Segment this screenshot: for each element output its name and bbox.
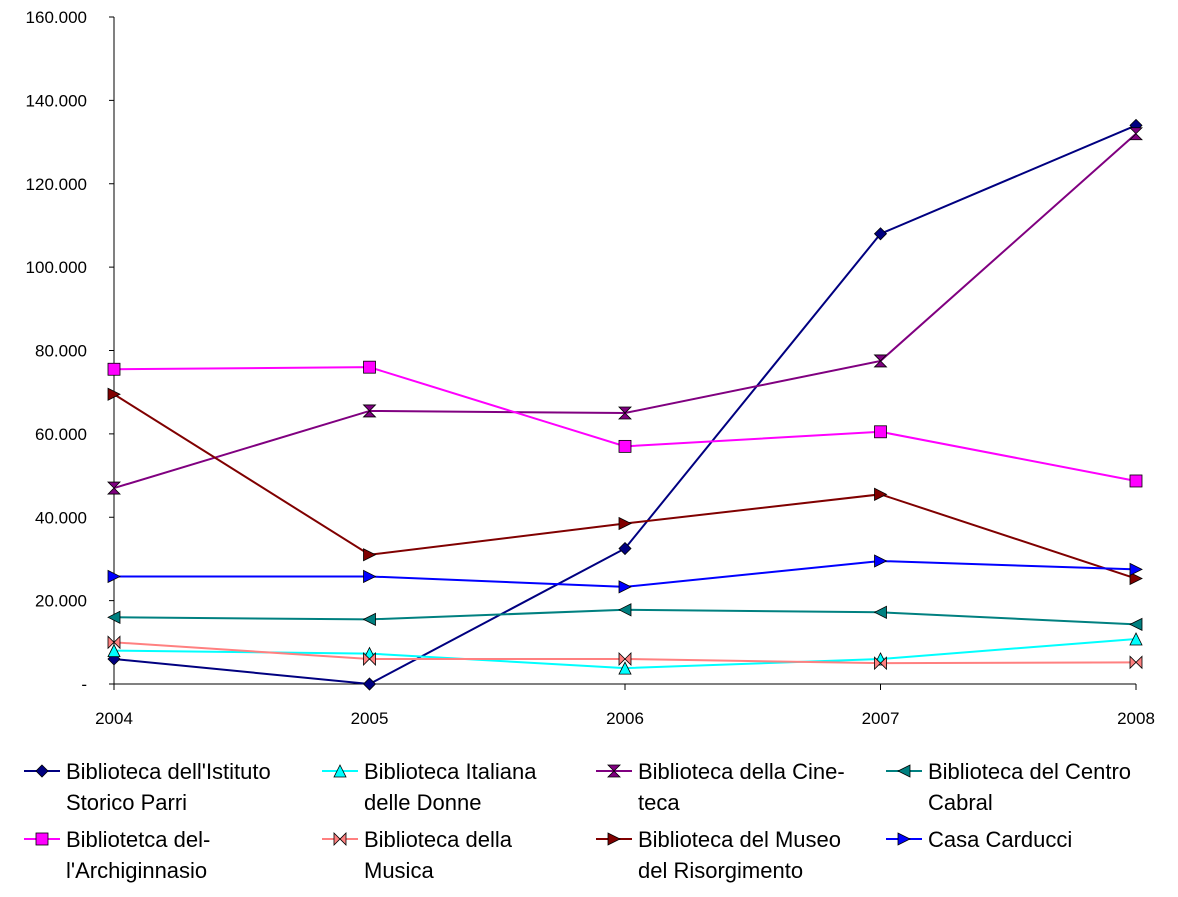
y-tick-label: 100.000 [26, 258, 87, 277]
legend-swatch [24, 832, 60, 846]
data-point [874, 656, 887, 671]
series-line [114, 560, 1137, 588]
legend-swatch [322, 764, 358, 778]
data-point [618, 439, 632, 453]
x-tick-label: 2004 [95, 709, 133, 728]
data-point [618, 603, 632, 617]
data-point [1129, 562, 1143, 577]
data-point [618, 580, 632, 594]
y-tick-label: 120.000 [26, 175, 87, 194]
legend-item: Casa Carducci [884, 827, 1072, 855]
data-point [1129, 474, 1143, 488]
series-line [113, 366, 1137, 482]
legend-label: Biblioteca della Musica [364, 827, 512, 883]
data-point [873, 354, 888, 368]
data-point [363, 652, 376, 666]
axes: - 20.000 40.000 60.000 80.000 100.000 120.000 1… [26, 8, 1155, 728]
legend-swatch [886, 832, 922, 846]
x-tick-label: 2005 [351, 709, 389, 728]
data-point [107, 387, 121, 401]
data-point [874, 425, 887, 439]
y-tick-label: 20.000 [35, 592, 87, 611]
x-tick-label: 2007 [862, 709, 900, 728]
legend-swatch [322, 832, 358, 846]
data-point [873, 227, 888, 241]
series-line [113, 641, 1137, 665]
series-5 [107, 635, 1143, 671]
data-point [874, 487, 888, 501]
legend-label: Biblioteca del Centro Cabral [928, 759, 1132, 815]
series-line [113, 124, 1137, 686]
data-point [363, 360, 376, 374]
series-layer [107, 118, 1143, 691]
data-point [107, 569, 121, 584]
series-7 [107, 554, 1143, 594]
data-point [107, 610, 121, 624]
data-point [107, 635, 121, 650]
x-tick-label: 2008 [1117, 709, 1155, 728]
data-point [873, 605, 887, 619]
legend-item: Biblioteca del Centro Cabral [884, 759, 1131, 818]
legend-label: Biblioteca Italiana delle Donne [364, 759, 537, 815]
data-point [362, 404, 377, 418]
data-point [618, 661, 632, 675]
y-tick-label: 60.000 [35, 425, 87, 444]
legend-item: Biblioteca della Musica [320, 827, 512, 886]
legend-item: Bibliotetca del- l'Archiginnasio [22, 827, 210, 886]
y-tick-label: 160.000 [26, 8, 87, 27]
legend-swatch [886, 764, 922, 778]
y-tick-label: 40.000 [35, 508, 87, 527]
y-tick-label: - [81, 675, 87, 694]
legend-label: Casa Carducci [928, 827, 1073, 852]
series-0 [107, 118, 1143, 691]
data-point [363, 569, 377, 584]
data-point [107, 643, 121, 658]
legend-item: Biblioteca Italiana delle Donne [320, 759, 536, 818]
series-4 [107, 360, 1143, 488]
legend-label: Biblioteca dell'Istituto Storico Parri [66, 759, 271, 815]
legend-label: Bibliotetca del- l'Archiginnasio [66, 827, 211, 883]
data-point [618, 652, 632, 666]
series-line [113, 132, 1137, 490]
legend-item: Biblioteca dell'Istituto Storico Parri [22, 759, 271, 818]
data-point [1129, 571, 1143, 586]
legend-swatch [596, 764, 632, 778]
data-point [618, 406, 632, 420]
series-6 [107, 387, 1143, 586]
data-point [1129, 632, 1143, 646]
data-point [874, 554, 888, 568]
line-chart: - 20.000 40.000 60.000 80.000 100.000 120.000 1… [26, 8, 1155, 728]
data-point [362, 612, 376, 627]
data-point [362, 677, 377, 691]
data-point [1129, 655, 1143, 670]
data-point [107, 362, 121, 376]
y-tick-label: 140.000 [26, 91, 87, 110]
data-point [618, 516, 632, 531]
legend-swatch [596, 832, 632, 846]
data-point [618, 541, 632, 556]
legend-swatch [24, 764, 60, 778]
series-2 [107, 127, 1143, 495]
x-tick-label: 2006 [606, 709, 644, 728]
data-point [1129, 127, 1143, 141]
data-point [107, 481, 121, 495]
y-tick-label: 80.000 [35, 342, 87, 361]
data-point [363, 548, 377, 562]
legend-item: Biblioteca del Museo del Risorgimento [594, 827, 841, 886]
series-3 [107, 603, 1143, 632]
data-point [1129, 617, 1143, 632]
legend-label: Biblioteca del Museo del Risorgimento [638, 827, 842, 883]
series-1 [107, 632, 1143, 675]
legend-item: Biblioteca della Cine- teca [594, 759, 845, 818]
legend-label: Biblioteca della Cine- teca [638, 759, 845, 815]
